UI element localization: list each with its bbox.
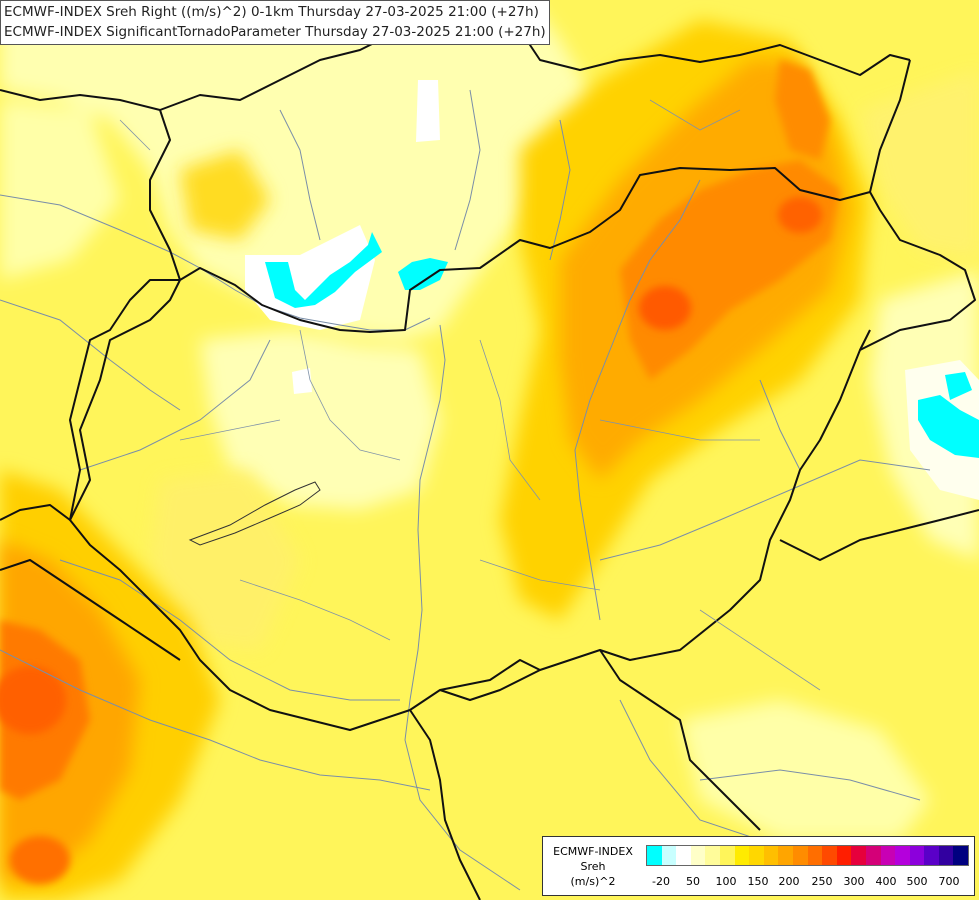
river-north-3 [549,119,571,261]
legend-text: ECMWF-INDEX Sreh (m/s)^2 [543,844,643,889]
border-serbia-south [599,649,761,831]
river-north-1 [279,109,321,241]
legend-tick-label: 400 [875,875,897,888]
river-south-1 [619,699,761,841]
legend-tick-label: 150 [747,875,769,888]
field-white-patch [245,225,375,330]
river-raba [79,339,271,471]
field-white-patch-2 [416,80,440,142]
field-red-core-east [639,286,691,330]
rivers [0,89,931,891]
legend-swatch [647,846,662,865]
legend-tick-label: 250 [811,875,833,888]
legend-swatch [734,846,750,865]
river-west-2 [0,299,181,411]
field-white-patch-3 [292,368,312,394]
field-cyan-1 [265,232,382,308]
legend-tick-label: 300 [843,875,865,888]
legend-swatch [953,846,969,865]
border-slovakia-north [0,89,181,281]
legend-swatch [807,846,823,865]
lake-balaton [188,481,321,546]
legend-swatch [822,846,837,865]
legend-swatch [836,846,852,865]
legend-swatch [719,846,735,865]
field-red-core-west [0,666,66,734]
river-north-2 [454,89,481,251]
legend-swatch [909,846,925,865]
field-pale-west [0,100,120,280]
field-cyan-4 [918,395,979,458]
legend-swatch [690,846,706,865]
river-mures [599,459,931,561]
legend-swatch [676,846,691,865]
river-east-1 [759,379,801,471]
border-slovakia-top [159,4,911,111]
legend-swatch [938,846,954,865]
legend-swatch [705,846,720,865]
field-cyan-2 [398,258,448,290]
border-croatia [409,709,481,900]
legend: ECMWF-INDEX Sreh (m/s)^2 -20 50 100 150 200 2… [542,836,975,896]
field-pale-center [200,330,440,510]
border-ukraine [869,59,911,193]
legend-ticks: -20 50 100 150 200 250 300 400 500 700 [543,875,976,891]
legend-swatch [924,846,939,865]
legend-swatch [749,846,764,865]
border-croatia-west [0,559,181,661]
title-line-2: ECMWF-INDEX SignificantTornadoParameter … [4,24,546,40]
legend-tick-label: 50 [686,875,700,888]
river-danube-west [0,194,431,331]
legend-color-bar [646,845,970,866]
title-box: ECMWF-INDEX Sreh Right ((m/s)^2) 0-1km T… [0,0,550,45]
field-red-core-far-west [10,836,70,884]
legend-swatch [865,846,881,865]
border-serbia [439,669,541,701]
field-gold-nw [180,150,270,240]
title-line-1: ECMWF-INDEX Sreh Right ((m/s)^2) 0-1km T… [4,4,539,20]
field-pale-north [0,0,600,340]
border-austria [69,279,180,521]
legend-swatch [661,846,677,865]
legend-tick-label: 200 [778,875,800,888]
legend-tick-label: -20 [652,875,670,888]
legend-tick-label: 100 [715,875,737,888]
river-south-2 [699,769,921,801]
river-drava [59,559,400,701]
field-pale-south [680,700,930,840]
admin-lines [119,99,821,691]
river-tisza [574,179,701,621]
border-romania [779,509,979,561]
legend-swatch [763,846,779,865]
legend-swatch [778,846,793,865]
border-slovenia [0,504,71,521]
legend-swatch [851,846,866,865]
river-danube-south [404,324,521,891]
legend-swatch [895,846,910,865]
legend-variable: Sreh [580,860,606,873]
border-hungary [69,167,976,731]
border-romania-east [859,329,871,351]
field-red-core-ne [778,197,822,233]
field-light-sw [150,470,300,650]
field-light-ne [860,70,979,260]
river-sava [0,649,431,791]
legend-unit: (m/s)^2 [570,875,616,888]
field-cyan-3 [945,372,972,400]
legend-swatch [792,846,808,865]
legend-tick-label: 700 [938,875,960,888]
legend-swatch [880,846,896,865]
country-borders [0,4,979,900]
legend-title: ECMWF-INDEX [553,845,633,858]
legend-tick-label: 500 [906,875,928,888]
field-deep-orange-north [775,60,830,160]
